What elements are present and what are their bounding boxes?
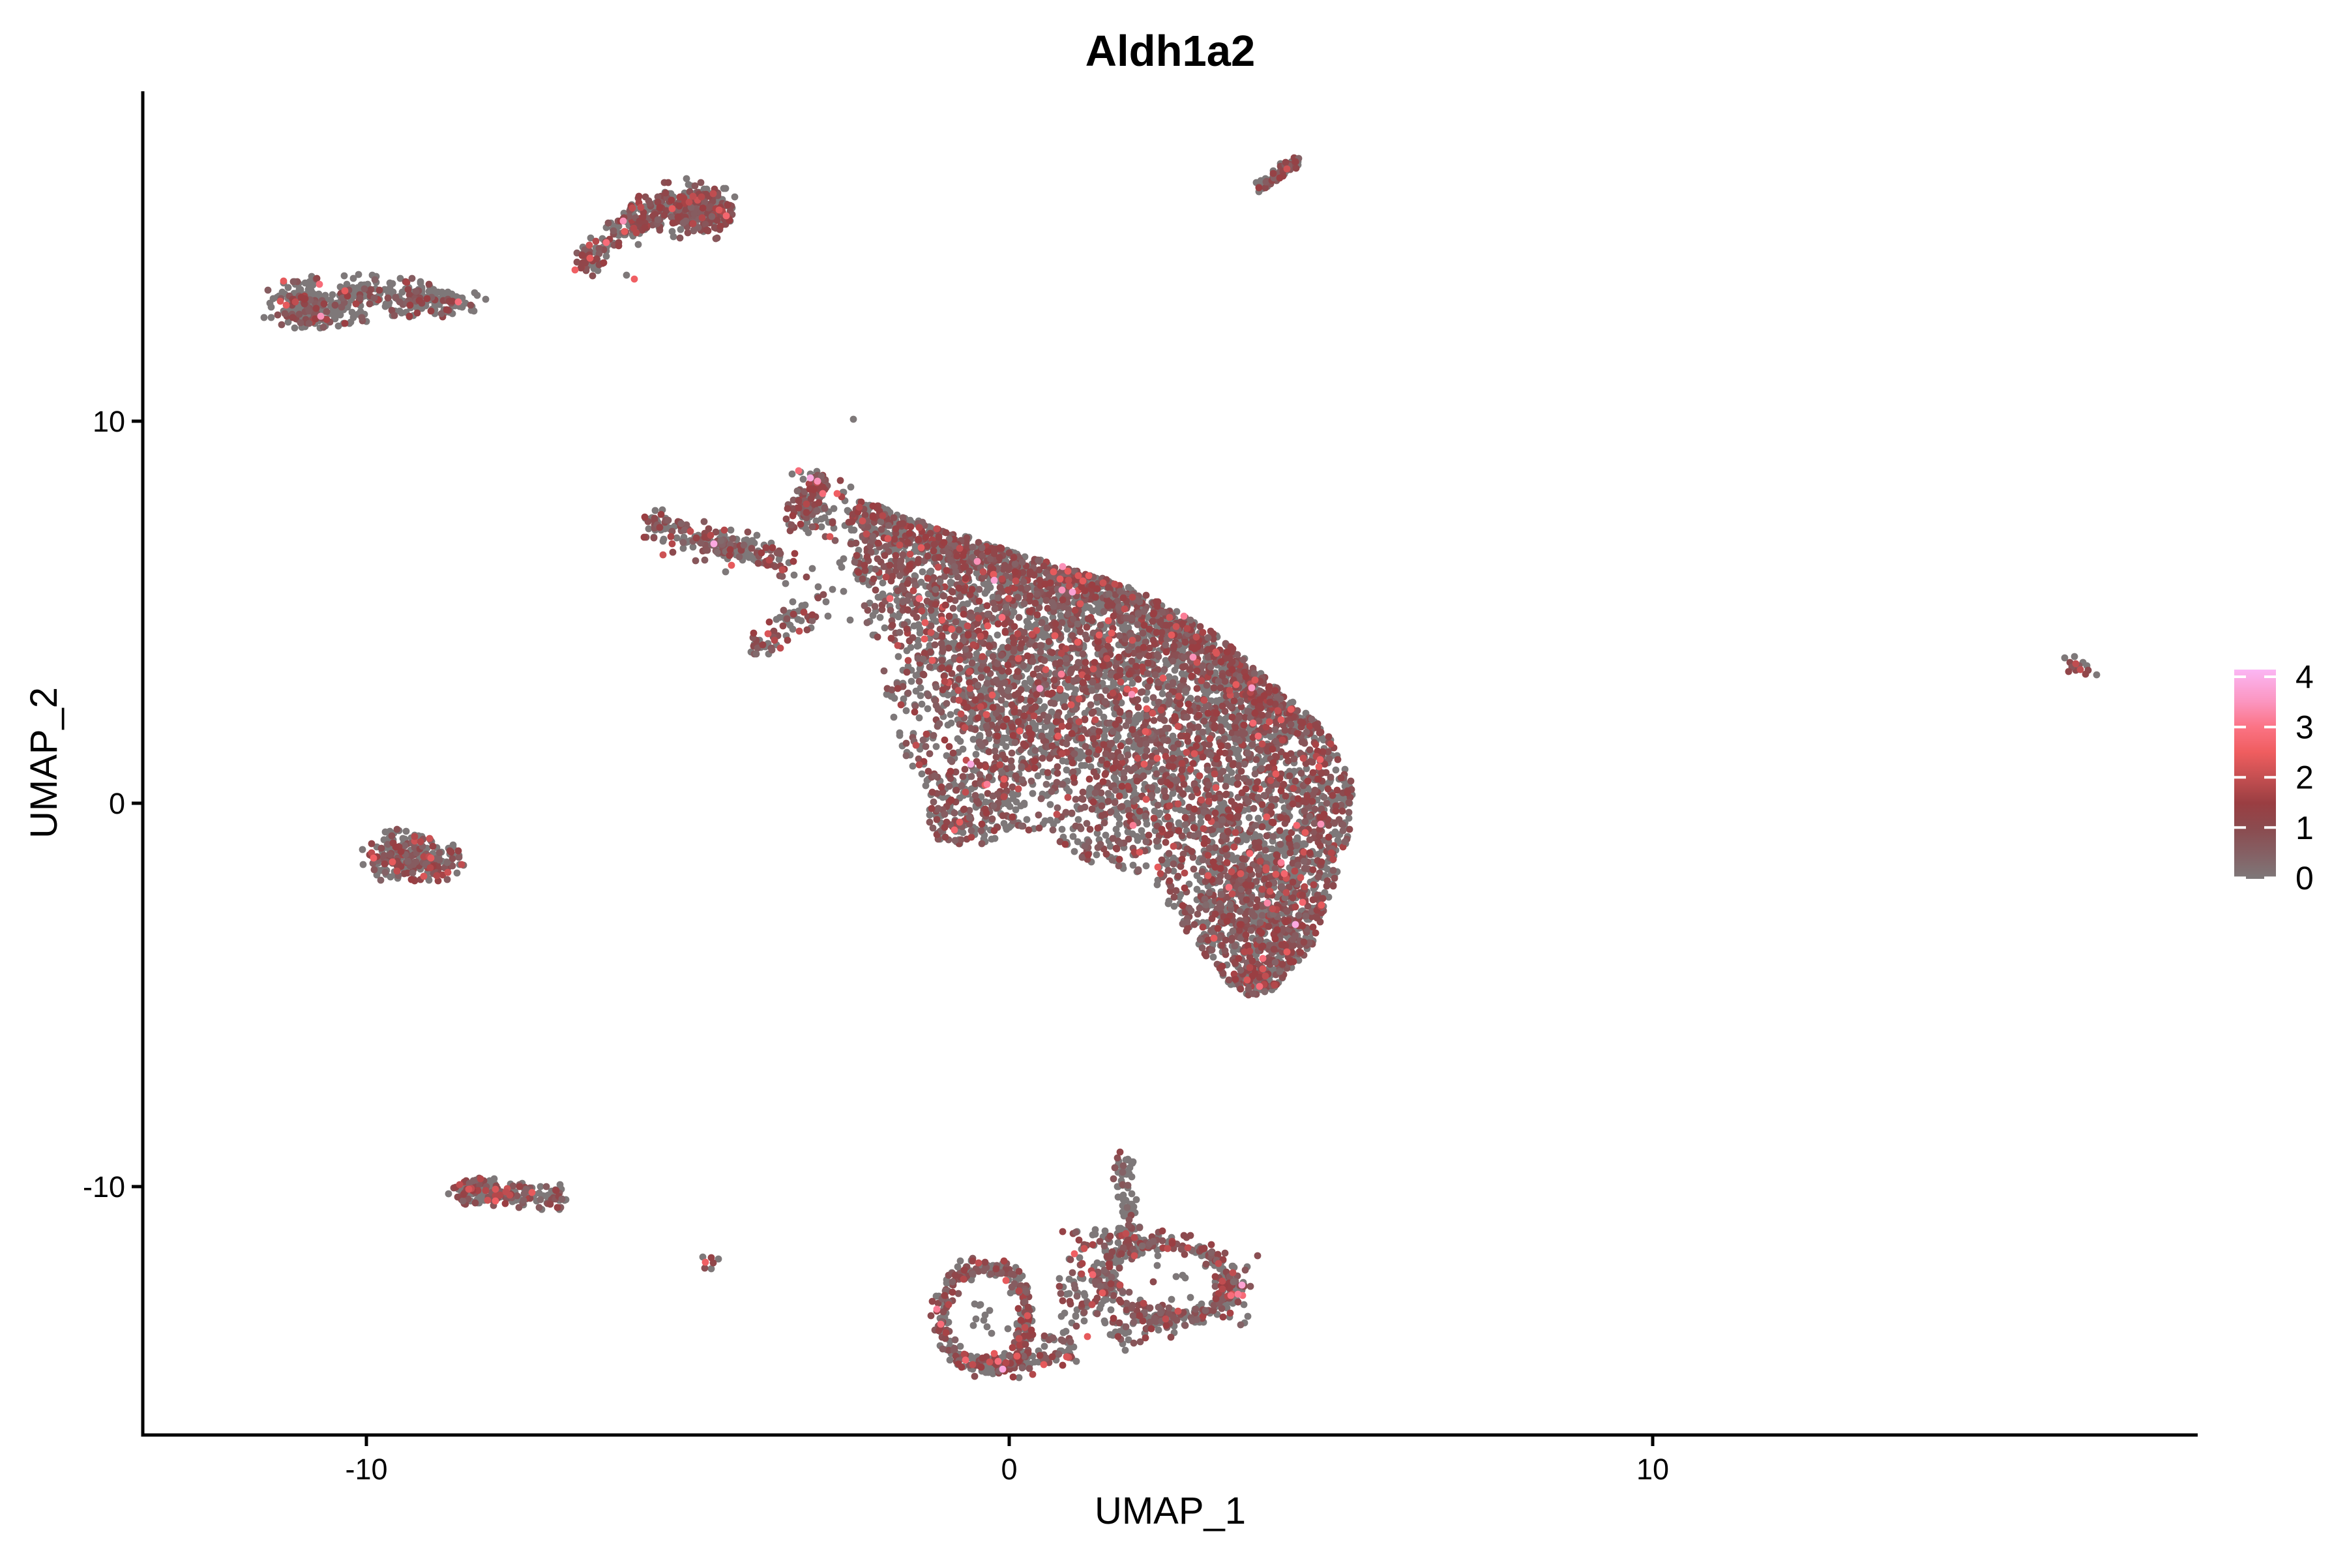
svg-text:1: 1 (2295, 810, 2314, 846)
svg-text:10: 10 (93, 405, 125, 438)
svg-text:4: 4 (2295, 659, 2314, 696)
svg-text:3: 3 (2295, 709, 2314, 746)
svg-text:-10: -10 (83, 1170, 125, 1204)
svg-text:0: 0 (2295, 860, 2314, 896)
svg-text:10: 10 (1636, 1453, 1669, 1486)
svg-text:UMAP_1: UMAP_1 (1095, 1490, 1246, 1532)
svg-text:0: 0 (109, 787, 125, 820)
svg-text:-10: -10 (345, 1453, 387, 1486)
svg-text:Aldh1a2: Aldh1a2 (1085, 27, 1256, 76)
svg-text:2: 2 (2295, 760, 2314, 796)
svg-text:UMAP_2: UMAP_2 (23, 687, 65, 838)
svg-text:0: 0 (1001, 1453, 1017, 1486)
